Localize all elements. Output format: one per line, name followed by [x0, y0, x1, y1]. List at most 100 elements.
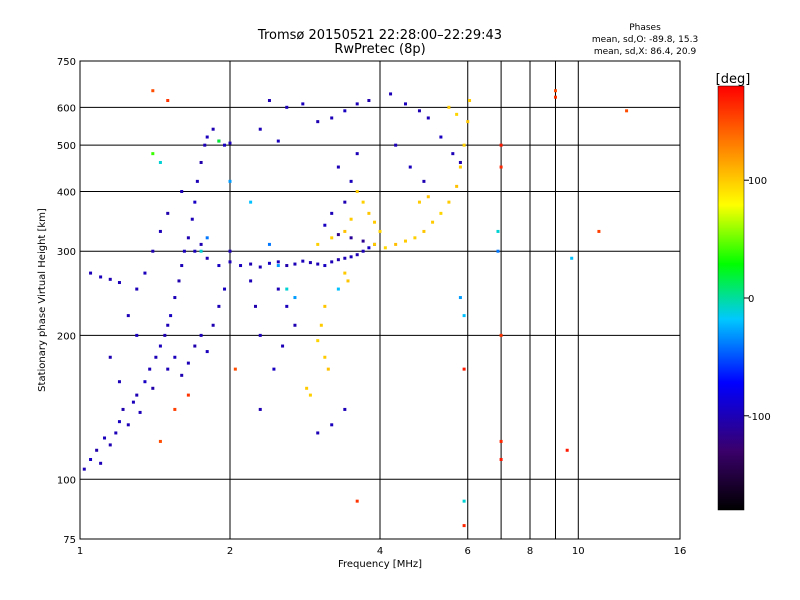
data-point — [117, 281, 121, 285]
data-point — [293, 262, 297, 266]
data-point — [99, 461, 103, 465]
data-point — [135, 393, 139, 397]
data-point — [499, 439, 503, 443]
data-point — [462, 143, 466, 147]
data-point — [323, 304, 327, 308]
data-point — [223, 287, 227, 291]
data-point — [308, 261, 312, 265]
data-point — [422, 229, 426, 233]
data-point — [186, 393, 190, 397]
data-point — [158, 229, 162, 233]
data-point — [158, 439, 162, 443]
data-point — [180, 189, 184, 193]
x-tick-label: 10 — [572, 546, 585, 557]
data-point — [466, 120, 470, 124]
data-point — [228, 179, 232, 183]
data-point — [394, 143, 398, 147]
data-point — [108, 443, 112, 447]
data-point — [151, 249, 155, 253]
data-point — [343, 271, 347, 275]
x-tick-label: 8 — [527, 546, 533, 557]
data-point — [173, 355, 177, 359]
data-point — [249, 262, 253, 266]
data-point — [447, 200, 451, 204]
data-point — [281, 344, 285, 348]
data-point — [163, 333, 167, 337]
data-point — [211, 323, 215, 327]
data-point — [336, 233, 340, 237]
data-point — [103, 436, 107, 440]
data-point — [239, 264, 243, 268]
data-point — [285, 287, 289, 291]
data-point — [305, 386, 309, 390]
data-point — [276, 139, 280, 143]
data-point — [417, 200, 421, 204]
data-point — [117, 420, 121, 424]
data-point — [316, 339, 320, 343]
data-point — [108, 277, 112, 281]
data-point — [355, 189, 359, 193]
data-point — [166, 99, 170, 103]
data-point — [205, 236, 209, 240]
data-point — [138, 410, 142, 414]
y-ticks: 75 100 200 300 400 500 600 750 — [57, 57, 76, 546]
data-point — [199, 160, 203, 164]
data-point — [355, 253, 359, 257]
data-point — [193, 249, 197, 253]
data-points — [82, 89, 629, 528]
y-tick-label: 750 — [57, 57, 76, 68]
data-point — [258, 127, 262, 131]
data-point — [267, 261, 271, 265]
data-point — [267, 242, 271, 246]
data-point — [625, 109, 629, 113]
data-point — [276, 264, 280, 268]
data-point — [330, 116, 334, 120]
data-point — [272, 367, 276, 371]
data-point — [186, 236, 190, 240]
data-point — [151, 89, 155, 93]
data-point — [349, 179, 353, 183]
data-point — [462, 367, 466, 371]
data-point — [349, 255, 353, 259]
stats-heading: Phases — [629, 23, 661, 33]
data-point — [228, 141, 232, 145]
x-tick-label: 16 — [674, 546, 687, 557]
data-point — [417, 109, 421, 113]
data-point — [323, 223, 327, 227]
data-point — [355, 102, 359, 106]
data-point — [249, 279, 253, 283]
data-point — [180, 373, 184, 377]
plot-frame — [79, 60, 681, 540]
data-point — [565, 448, 569, 452]
data-point — [343, 229, 347, 233]
data-point — [126, 423, 130, 427]
data-point — [326, 367, 330, 371]
data-point — [367, 246, 371, 250]
colorbar-tick-label: 100 — [748, 176, 767, 187]
data-point — [361, 239, 365, 243]
data-point — [143, 271, 147, 275]
data-point — [293, 296, 297, 300]
data-point — [394, 242, 398, 246]
data-point — [173, 296, 177, 300]
data-point — [373, 220, 377, 224]
data-point — [193, 344, 197, 348]
x-tick-label: 6 — [465, 546, 471, 557]
data-point — [154, 355, 158, 359]
data-point — [177, 279, 181, 283]
colorbar-ticks: 100 0 -100 — [744, 176, 771, 423]
data-point — [361, 200, 365, 204]
data-point — [439, 211, 443, 215]
x-ticks: 1 2 4 6 8 10 16 — [77, 546, 687, 557]
colorbar — [717, 85, 745, 511]
data-point — [195, 179, 199, 183]
data-point — [323, 355, 327, 359]
data-point — [285, 105, 289, 109]
data-point — [135, 333, 139, 337]
data-point — [285, 304, 289, 308]
data-point — [330, 236, 334, 240]
data-point — [355, 152, 359, 156]
data-point — [143, 380, 147, 384]
data-point — [462, 524, 466, 528]
